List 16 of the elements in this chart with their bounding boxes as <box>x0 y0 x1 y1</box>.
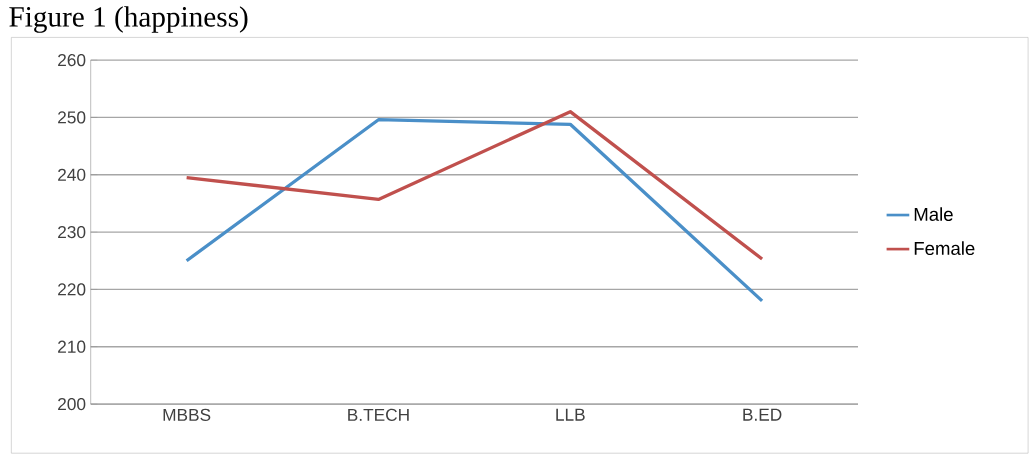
y-tick-label: 240 <box>58 168 86 181</box>
x-tick-label: MBBS <box>163 408 211 421</box>
x-tick-label: B.ED <box>743 408 782 421</box>
line-series <box>184 110 764 261</box>
y-tick-label: 250 <box>58 111 86 124</box>
line-series <box>184 118 764 303</box>
x-tick-label: LLB <box>556 408 585 421</box>
y-tick-label: 220 <box>58 283 86 296</box>
legend-label: Female <box>914 241 975 256</box>
y-tick-label: 200 <box>58 397 86 411</box>
x-tick-label: B.TECH <box>348 408 409 421</box>
y-tick-label: 210 <box>58 340 86 353</box>
chart-title: Figure 1 (happiness) <box>9 6 248 33</box>
legend-label: Male <box>914 207 953 221</box>
y-tick-label: 230 <box>58 225 86 239</box>
y-tick-label: 260 <box>58 53 86 67</box>
